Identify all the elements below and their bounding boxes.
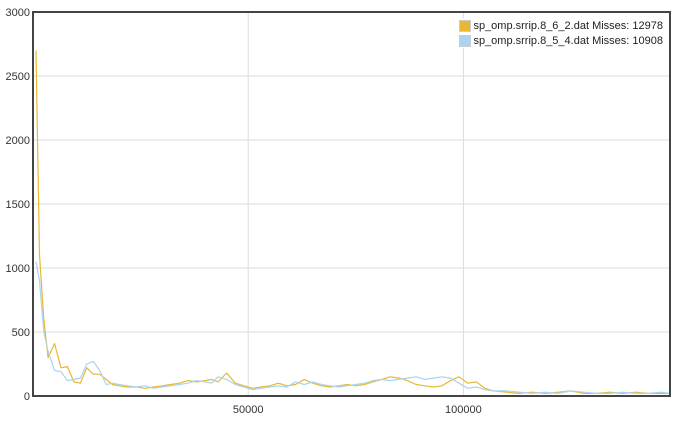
legend-label: sp_omp.srrip.8_5_4.dat Misses: 10908	[473, 34, 663, 47]
y-tick-label: 0	[24, 391, 30, 403]
grid	[33, 12, 670, 396]
y-tick-label: 2000	[6, 135, 30, 147]
tick-labels: 0 500 1000 1500 2000 2500 3000 50000 100000	[6, 7, 482, 416]
x-tick-label: 50000	[233, 404, 264, 416]
legend-item: sp_omp.srrip.8_5_4.dat Misses: 10908	[459, 33, 663, 48]
x-tick-label: 100000	[445, 404, 482, 416]
legend-item: sp_omp.srrip.8_6_2.dat Misses: 12978	[459, 18, 663, 33]
legend-swatch	[459, 34, 472, 47]
y-tick-label: 2500	[6, 71, 30, 83]
series-lines	[35, 50, 671, 394]
y-tick-label: 1000	[6, 263, 30, 275]
y-tick-label: 3000	[6, 7, 30, 19]
y-tick-label: 500	[12, 327, 30, 339]
y-tick-label: 1500	[6, 199, 30, 211]
series-line-2	[35, 261, 671, 394]
series-line-1	[35, 50, 670, 394]
legend-label: sp_omp.srrip.8_6_2.dat Misses: 12978	[473, 19, 663, 32]
legend: sp_omp.srrip.8_6_2.dat Misses: 12978 sp_…	[459, 18, 663, 48]
legend-swatch	[459, 19, 472, 32]
plot-border	[32, 11, 671, 397]
